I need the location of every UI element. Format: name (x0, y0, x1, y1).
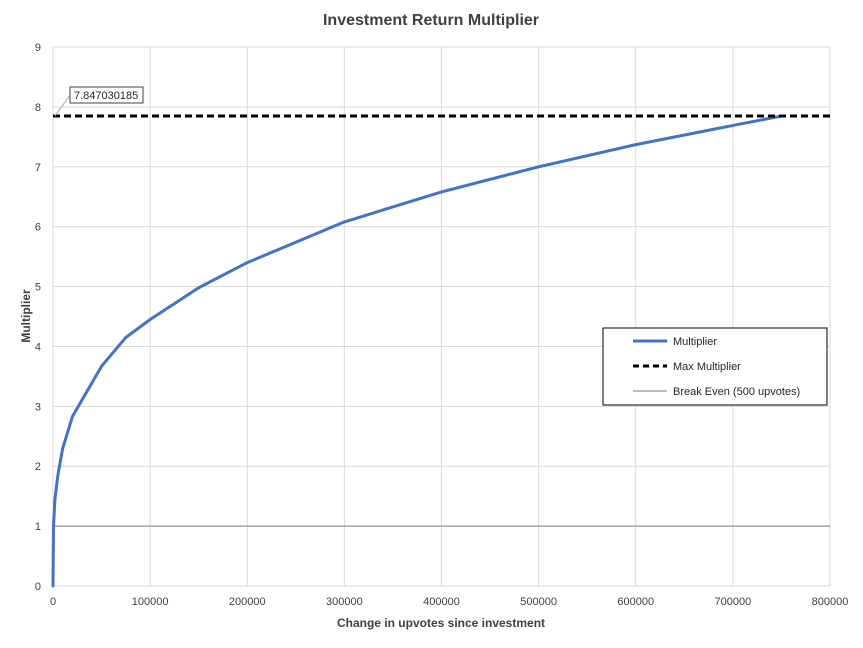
y-tick-label: 8 (35, 102, 41, 114)
x-axis-ticks: 0 100000 200000 300000 400000 500000 600000 700… (50, 596, 848, 608)
y-tick-label: 4 (35, 341, 41, 353)
x-tick-label: 800000 (812, 596, 849, 608)
x-tick-label: 0 (50, 596, 56, 608)
x-tick-label: 200000 (229, 596, 266, 608)
series-multiplier (51, 114, 783, 588)
annotation-label: 7.847030185 (74, 90, 138, 102)
grid (52, 46, 831, 587)
y-tick-label: 5 (35, 282, 41, 294)
y-tick-label: 3 (35, 401, 41, 413)
y-tick-label: 2 (35, 461, 41, 473)
x-tick-label: 400000 (423, 596, 460, 608)
y-tick-label: 6 (35, 222, 41, 234)
chart-title: Investment Return Multiplier (323, 12, 539, 29)
y-tick-label: 0 (35, 581, 41, 593)
x-axis-title: Change in upvotes since investment (337, 616, 545, 630)
x-tick-label: 700000 (715, 596, 752, 608)
legend-label-max-multiplier: Max Multiplier (673, 361, 741, 373)
y-axis-title: Multiplier (19, 289, 33, 343)
x-tick-label: 100000 (132, 596, 169, 608)
series-layer (51, 114, 831, 588)
legend: Multiplier Max Multiplier Break Even (50… (602, 327, 828, 406)
legend-label-break-even: Break Even (500 upvotes) (673, 386, 800, 398)
y-axis-ticks: 0 1 2 3 4 5 6 7 8 9 (35, 42, 41, 593)
y-tick-label: 7 (35, 162, 41, 174)
annotation: 7.847030185 (54, 86, 144, 117)
annotation-leader (54, 94, 71, 117)
y-tick-label: 1 (35, 521, 41, 533)
x-tick-label: 500000 (520, 596, 557, 608)
x-tick-label: 600000 (617, 596, 654, 608)
y-tick-label: 9 (35, 42, 41, 54)
annotation-box (69, 86, 144, 104)
x-tick-label: 300000 (326, 596, 363, 608)
legend-label-multiplier: Multiplier (673, 336, 717, 348)
